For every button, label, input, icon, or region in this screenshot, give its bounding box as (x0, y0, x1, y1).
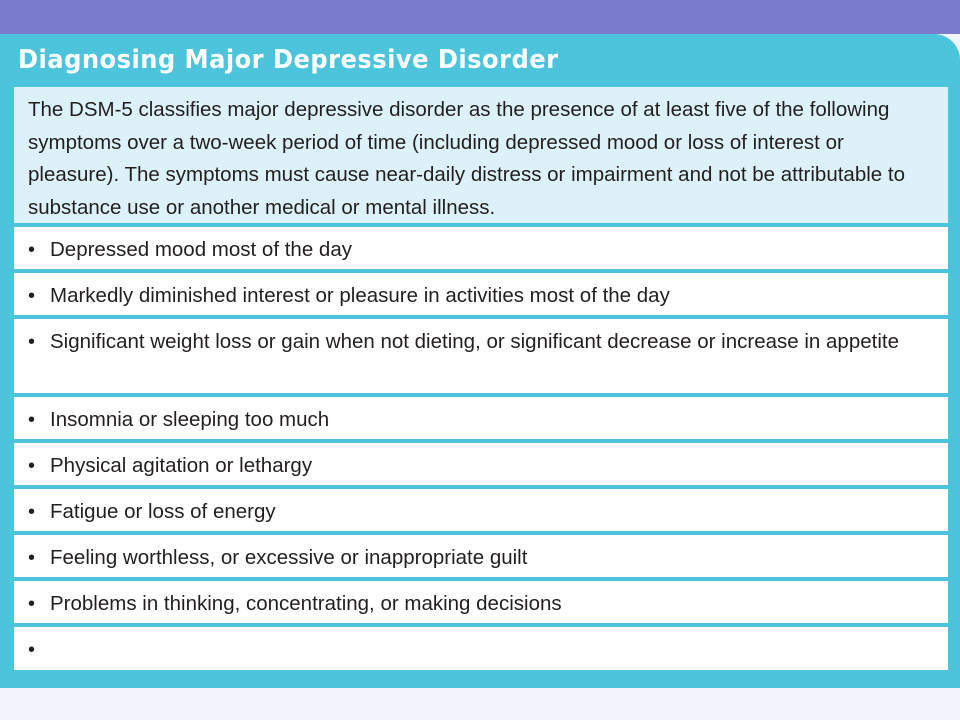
symptom-row: • Physical agitation or lethargy (14, 443, 948, 485)
bullet-icon: • (28, 639, 36, 661)
diagnosis-panel: Diagnosing Major Depressive Disorder The… (0, 34, 960, 688)
symptom-row: • Markedly diminished interest or pleasu… (14, 273, 948, 315)
top-banner (0, 0, 960, 34)
symptom-text: Significant weight loss or gain when not… (50, 330, 899, 353)
bullet-icon: • (28, 285, 36, 307)
bullet-icon: • (28, 547, 36, 569)
symptom-row: • Problems in thinking, concentrating, o… (14, 581, 948, 623)
symptom-list: • Depressed mood most of the day • Marke… (14, 227, 948, 670)
bullet-icon: • (28, 409, 36, 431)
symptom-text: Fatigue or loss of energy (50, 500, 276, 523)
bullet-icon: • (28, 593, 36, 615)
symptom-row: • Fatigue or loss of energy (14, 489, 948, 531)
intro-paragraph: The DSM-5 classifies major depressive di… (14, 87, 948, 223)
symptom-row: • (14, 627, 948, 670)
symptom-text: Insomnia or sleeping too much (50, 408, 330, 431)
bullet-icon: • (28, 331, 36, 353)
symptom-text (50, 634, 940, 670)
symptom-text: Problems in thinking, concentrating, or … (50, 592, 562, 615)
bullet-icon: • (28, 239, 36, 261)
symptom-row: • Feeling worthless, or excessive or ina… (14, 535, 948, 577)
symptom-row: • Insomnia or sleeping too much (14, 397, 948, 439)
bullet-icon: • (28, 501, 36, 523)
symptom-row: • Depressed mood most of the day (14, 227, 948, 269)
symptom-text: Markedly diminished interest or pleasure… (50, 284, 670, 307)
symptom-text: Feeling worthless, or excessive or inapp… (50, 546, 528, 569)
symptom-text: Depressed mood most of the day (50, 238, 352, 261)
panel-title: Diagnosing Major Depressive Disorder (18, 45, 559, 75)
symptom-row: • Significant weight loss or gain when n… (14, 319, 948, 393)
symptom-text: Physical agitation or lethargy (50, 454, 313, 477)
bullet-icon: • (28, 455, 36, 477)
